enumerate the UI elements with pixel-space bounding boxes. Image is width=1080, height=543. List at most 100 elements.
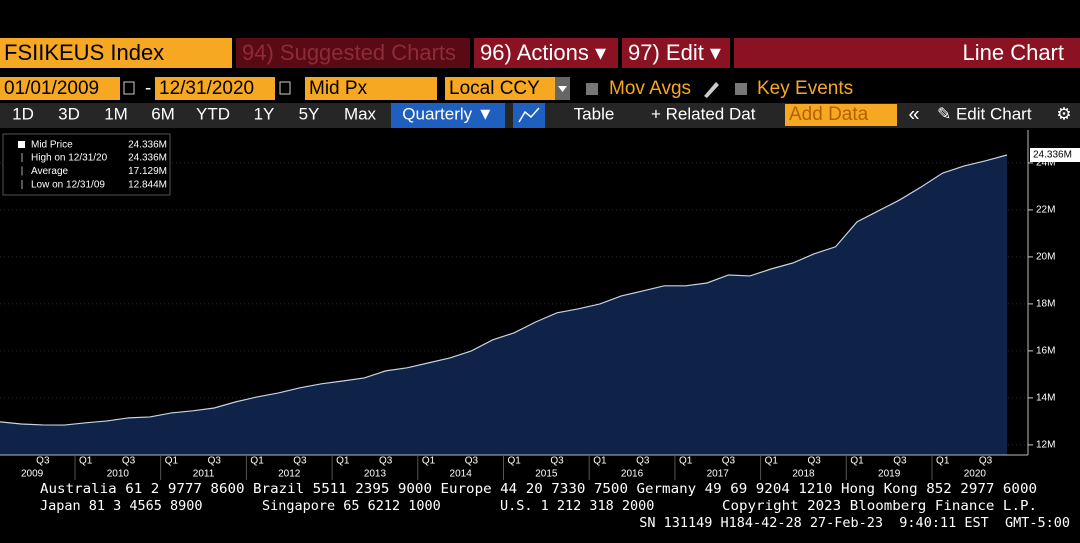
- x-tick-label: Q3: [722, 456, 736, 467]
- add-data-box[interactable]: [785, 104, 897, 126]
- y-tick-label: 18M: [1036, 299, 1055, 310]
- x-tick-label: Q3: [465, 456, 479, 467]
- collapse-button[interactable]: «: [908, 103, 919, 125]
- title-bar: [734, 38, 1080, 68]
- x-tick-label: Q3: [979, 456, 993, 467]
- period-button[interactable]: 1D: [12, 104, 34, 123]
- line: [0, 154, 1008, 426]
- x-tick-label: Q3: [122, 456, 136, 467]
- field-box[interactable]: [305, 77, 437, 100]
- related-button[interactable]: + Related Dat: [651, 104, 756, 123]
- x-tick-label: Q3: [636, 456, 650, 467]
- field[interactable]: Mid Px: [309, 78, 368, 99]
- currency[interactable]: Local CCY: [449, 78, 540, 99]
- y-tick-label: 24M: [1036, 158, 1055, 169]
- footer-copyright: Copyright 2023 Bloomberg Finance L.P.: [722, 498, 1037, 514]
- y-tick-label: 20M: [1036, 252, 1055, 263]
- y-tick-label: 14M: [1036, 393, 1055, 404]
- x-tick-label: Q3: [550, 456, 564, 467]
- mov-avgs-checkbox[interactable]: [586, 83, 598, 95]
- frequency[interactable]: Quarterly ▼: [402, 104, 493, 123]
- mov-avgs-label[interactable]: Mov Avgs: [609, 78, 691, 99]
- key-events-label[interactable]: Key Events: [757, 78, 853, 99]
- edit-button[interactable]: [622, 38, 730, 68]
- frequency-box[interactable]: [391, 103, 505, 128]
- currency-box[interactable]: [445, 77, 570, 100]
- footer-phone: U.S. 1 212 318 2000: [500, 498, 654, 514]
- period-button[interactable]: Max: [344, 104, 377, 123]
- period-button[interactable]: 5Y: [299, 104, 320, 123]
- suggested-label[interactable]: 94) Suggested Charts: [242, 40, 456, 65]
- end-date[interactable]: 12/31/2020: [159, 78, 254, 99]
- x-tick-label: Q3: [893, 456, 907, 467]
- edit-chart-button[interactable]: ✎ Edit Chart: [937, 104, 1032, 123]
- legend-label: Mid Price: [31, 140, 73, 151]
- x-tick-label: Q1: [850, 456, 864, 467]
- period-button[interactable]: 3D: [58, 104, 80, 123]
- actions-label[interactable]: 96) Actions ▾: [480, 40, 606, 65]
- year-label: 2009: [21, 469, 44, 480]
- year-label: 2010: [107, 469, 130, 480]
- y-tick-label: 16M: [1036, 346, 1055, 357]
- chart-icon: [518, 107, 540, 123]
- x-tick-label: Q1: [765, 456, 779, 467]
- x-tick-label: Q1: [422, 456, 436, 467]
- x-tick-label: Q1: [508, 456, 522, 467]
- year-label: 2016: [621, 469, 644, 480]
- x-tick-label: Q1: [936, 456, 950, 467]
- year-label: 2017: [707, 469, 730, 480]
- x-tick-label: Q3: [208, 456, 222, 467]
- y-tick-label: 22M: [1036, 205, 1055, 216]
- x-tick-label: Q1: [165, 456, 179, 467]
- period-button[interactable]: YTD: [196, 104, 230, 123]
- x-tick-label: Q3: [36, 456, 50, 467]
- year-label: 2014: [450, 469, 473, 480]
- period-button[interactable]: 6M: [151, 104, 175, 123]
- end-date-box[interactable]: [155, 77, 275, 100]
- year-label: 2013: [364, 469, 387, 480]
- key-events-checkbox[interactable]: [735, 83, 747, 95]
- edit-label[interactable]: 97) Edit ▾: [628, 40, 721, 65]
- start-date[interactable]: 01/01/2009: [4, 78, 99, 99]
- start-date-box[interactable]: [0, 77, 120, 100]
- footer-session: SN 131149 H184-42-28 27-Feb-23 9:40:11 E…: [639, 515, 1070, 531]
- footer-line: Australia 61 2 9777 8600 Brazil 5511 239…: [40, 481, 1037, 497]
- x-tick-label: Q1: [79, 456, 93, 467]
- legend-label: Average: [31, 166, 69, 177]
- footer-phone: Singapore 65 6212 1000: [262, 498, 441, 514]
- ticker[interactable]: FSIIKEUS Index: [4, 40, 164, 65]
- actions-button[interactable]: [474, 38, 618, 68]
- legend-value: 17.129M: [128, 166, 167, 177]
- legend-box: [2, 133, 171, 196]
- period-button[interactable]: 1Y: [254, 104, 275, 123]
- year-label: 2012: [278, 469, 301, 480]
- year-label: 2018: [792, 469, 815, 480]
- year-label: 2011: [193, 469, 215, 480]
- legend-value: 12.844M: [128, 180, 167, 191]
- year-label: 2020: [964, 469, 987, 480]
- pencil-icon[interactable]: [704, 82, 719, 98]
- suggested-button[interactable]: [236, 38, 470, 68]
- ticker-box[interactable]: [0, 38, 232, 68]
- period-button[interactable]: 1M: [104, 104, 128, 123]
- settings-button[interactable]: ⚙: [1056, 104, 1071, 123]
- year-label: 2015: [535, 469, 558, 480]
- x-tick-label: Q3: [379, 456, 393, 467]
- last-price-label: 24.336M: [1033, 150, 1072, 161]
- x-tick-label: Q1: [593, 456, 607, 467]
- area: [0, 155, 1007, 456]
- x-tick-label: Q1: [679, 456, 693, 467]
- table-button[interactable]: Table: [574, 104, 615, 123]
- footer-phone: Japan 81 3 4565 8900: [40, 498, 203, 514]
- calendar-icon[interactable]: [123, 81, 135, 95]
- dropdown-arrow: [558, 86, 567, 92]
- legend-label: High on 12/31/20: [31, 153, 108, 164]
- add-data[interactable]: Add Data: [789, 104, 869, 125]
- legend-swatch: [18, 141, 25, 148]
- x-tick-label: Q1: [336, 456, 350, 467]
- calendar-icon[interactable]: [279, 81, 291, 95]
- year-label: 2019: [878, 469, 901, 480]
- date-dash: -: [145, 78, 151, 99]
- chart-kind: Line Chart: [962, 40, 1064, 65]
